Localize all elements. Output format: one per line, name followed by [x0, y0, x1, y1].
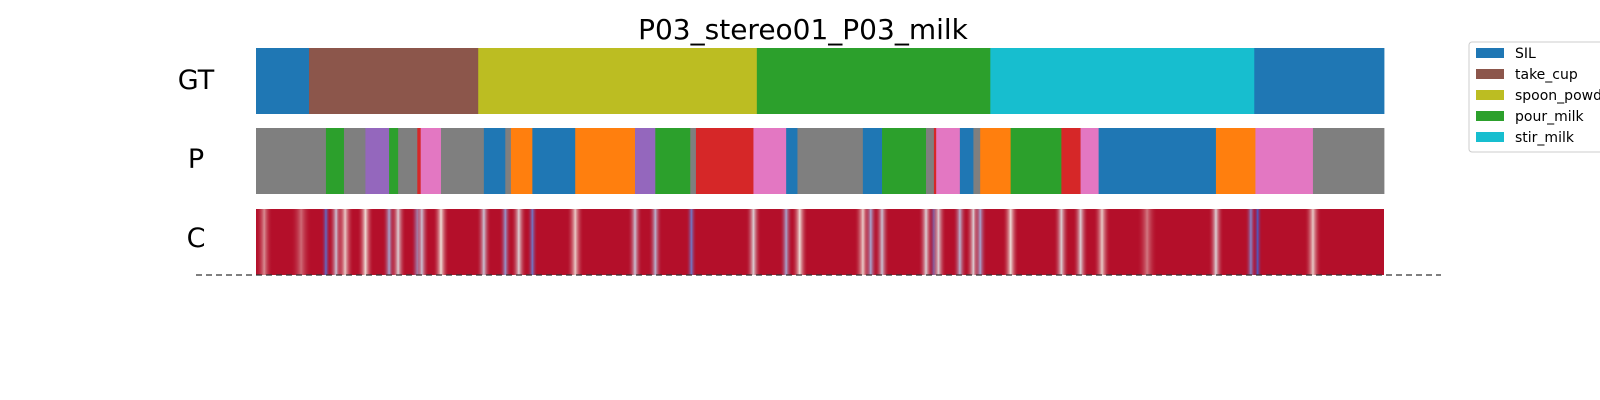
segment-p-19 [786, 128, 798, 194]
legend-swatch-2 [1476, 90, 1504, 100]
segment-p-8 [440, 128, 485, 194]
segment-p-11 [510, 128, 533, 194]
segment-p-35 [1312, 128, 1385, 194]
segment-p-27 [973, 128, 981, 194]
confidence-dip-10 [432, 209, 449, 275]
confidence-dip-27 [930, 209, 947, 275]
confidence-dip-5 [357, 209, 374, 275]
segment-p-10 [505, 128, 512, 194]
confidence-dip-23 [864, 209, 878, 275]
segment-gt-0 [256, 48, 310, 114]
segment-p-15 [655, 128, 691, 194]
segment-p-28 [980, 128, 1012, 194]
confidence-dip-32 [1053, 209, 1069, 275]
confidence-dip-1 [290, 209, 312, 275]
segment-p-7 [420, 128, 442, 194]
segment-gt-4 [990, 48, 1255, 114]
confidence-dip-36 [1208, 209, 1224, 275]
segment-p-1 [325, 128, 345, 194]
legend: SIL take_cup spoon_powd pour_milk stir_milk [1468, 41, 1600, 153]
confidence-dip-30 [973, 209, 987, 275]
segment-p-0 [256, 128, 327, 194]
segment-p-13 [575, 128, 636, 194]
confidence-dip-35 [1137, 209, 1158, 275]
segment-p-25 [936, 128, 961, 194]
segment-gt-2 [478, 48, 758, 114]
confidence-dip-0 [256, 209, 273, 275]
segment-p-21 [862, 128, 883, 194]
row-label-c: C [187, 223, 206, 254]
segment-p-5 [398, 128, 418, 194]
confidence-dip-18 [686, 209, 697, 275]
segment-p-3 [365, 128, 390, 194]
legend-label-2: spoon_powd [1515, 88, 1600, 104]
confidence-dip-13 [511, 209, 527, 275]
confidence-dip-34 [1093, 209, 1111, 275]
segment-p-6 [417, 128, 422, 194]
legend-swatch-0 [1476, 48, 1504, 58]
confidence-dip-39 [1304, 209, 1322, 275]
confidence-dip-14 [527, 209, 538, 275]
confidence-dip-19 [745, 209, 762, 275]
confidence-dip-28 [953, 209, 967, 275]
confidence-dip-4 [336, 209, 354, 275]
segment-p-20 [797, 128, 864, 194]
confidence-dip-38 [1253, 209, 1263, 275]
segment-p-34 [1255, 128, 1314, 194]
legend-label-0: SIL [1515, 46, 1536, 62]
confidence-dip-7 [390, 209, 406, 275]
segment-p-18 [753, 128, 787, 194]
segment-rows [256, 48, 1385, 275]
segment-p-33 [1215, 128, 1256, 194]
segment-p-4 [389, 128, 399, 194]
segment-gt-1 [309, 48, 479, 114]
segment-p-23 [926, 128, 935, 194]
confidence-dip-24 [874, 209, 890, 275]
confidence-dip-11 [476, 209, 492, 275]
segment-gt-5 [1254, 48, 1385, 114]
confidence-dip-33 [1072, 209, 1089, 275]
legend-label-4: stir_milk [1515, 130, 1575, 146]
confidence-dip-9 [414, 209, 430, 275]
confidence-dip-17 [648, 209, 663, 275]
segment-gt-3 [756, 48, 991, 114]
confidence-dip-21 [791, 209, 808, 275]
segment-p-17 [695, 128, 754, 194]
segment-p-2 [343, 128, 366, 194]
segment-p-14 [635, 128, 656, 194]
legend-swatch-1 [1476, 69, 1504, 79]
confidence-dip-2 [321, 209, 331, 275]
segment-p-29 [1010, 128, 1062, 194]
segment-p-26 [959, 128, 974, 194]
row-label-p: P [188, 144, 204, 175]
confidence-dip-12 [499, 209, 512, 275]
legend-label-3: pour_milk [1515, 109, 1584, 125]
segment-p-31 [1080, 128, 1100, 194]
confidence-dip-16 [627, 209, 643, 275]
confidence-dip-37 [1245, 209, 1257, 275]
segment-p-12 [532, 128, 576, 194]
segment-p-24 [933, 128, 937, 194]
segment-p-16 [690, 128, 697, 194]
segment-p-32 [1098, 128, 1217, 194]
chart-title: P03_stereo01_P03_milk [638, 13, 969, 46]
confidence-dip-31 [1002, 209, 1019, 275]
row-label-gt: GT [178, 65, 215, 96]
legend-label-1: take_cup [1515, 67, 1578, 83]
segment-p-9 [483, 128, 506, 194]
segment-p-30 [1061, 128, 1081, 194]
legend-swatch-3 [1476, 111, 1504, 121]
segment-p-22 [882, 128, 927, 194]
confidence-dip-20 [779, 209, 793, 275]
confidence-dip-15 [566, 209, 584, 275]
legend-swatch-4 [1476, 132, 1504, 142]
